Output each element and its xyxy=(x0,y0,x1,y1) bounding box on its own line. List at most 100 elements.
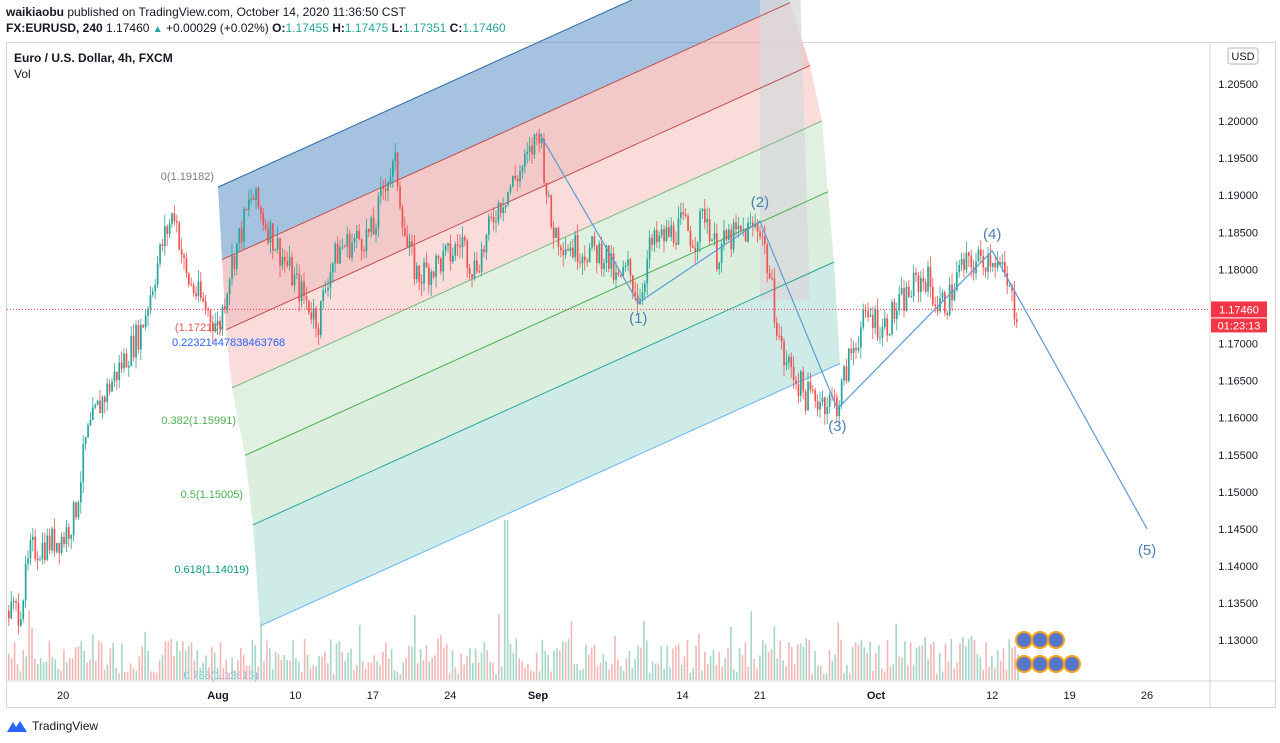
candle-body xyxy=(634,291,637,296)
currency-button[interactable] xyxy=(1227,47,1259,65)
candle-body xyxy=(178,222,181,250)
candle-body xyxy=(898,294,901,311)
volume-bar xyxy=(1011,648,1013,680)
candle-body xyxy=(183,255,185,259)
candle-body xyxy=(483,249,485,253)
volume-bar xyxy=(846,665,848,680)
candle-body xyxy=(476,260,478,272)
candle-body xyxy=(296,273,298,275)
candle-body xyxy=(759,231,761,237)
volume-bar xyxy=(208,667,210,680)
candle-body xyxy=(653,230,656,245)
candle-body xyxy=(862,310,865,328)
volume-bar xyxy=(680,664,683,680)
volume-bar xyxy=(324,651,326,680)
candle-body xyxy=(792,366,795,380)
candle-body xyxy=(130,335,133,366)
volume-bar xyxy=(962,636,964,680)
volume-bar xyxy=(541,639,544,680)
candle-body xyxy=(480,249,483,272)
volume-bar xyxy=(245,665,248,680)
candle-body xyxy=(185,258,188,274)
candle-body xyxy=(896,310,898,320)
candle-body xyxy=(797,383,800,396)
volume-bar xyxy=(666,645,668,680)
candle-body xyxy=(531,145,533,155)
candle-body xyxy=(413,245,416,280)
candle-body xyxy=(804,391,807,411)
volume-bar xyxy=(100,642,103,680)
volume-bar xyxy=(750,611,752,680)
volume-bar xyxy=(770,649,773,680)
volume-bar xyxy=(596,666,599,680)
time-tick-label: Sep xyxy=(528,690,548,702)
author-name[interactable]: waikiaobu xyxy=(6,5,65,19)
candle-body xyxy=(279,238,281,266)
volume-bar xyxy=(283,655,286,680)
candle-body xyxy=(608,245,610,269)
fib-zone-4 xyxy=(245,191,834,525)
candle-body xyxy=(65,527,68,545)
volume-bar xyxy=(622,671,625,680)
candle-body xyxy=(780,336,783,342)
candle-body xyxy=(161,244,164,247)
candle-body xyxy=(291,257,293,286)
volume-bar xyxy=(930,644,932,680)
candle-body xyxy=(917,275,920,293)
candle-body xyxy=(744,229,747,242)
volume-bar xyxy=(651,661,654,680)
candle-body xyxy=(569,247,572,251)
volume-bar xyxy=(138,656,141,680)
candle-body xyxy=(106,383,109,403)
candle-body xyxy=(461,237,464,248)
volume-bar xyxy=(785,665,787,680)
volume-bar xyxy=(695,645,697,680)
candle-body xyxy=(816,401,819,410)
candle-body xyxy=(785,362,788,366)
symbol-label: FX:EURUSD, 240 xyxy=(6,21,103,35)
volume-bar xyxy=(422,660,425,680)
volume-bar xyxy=(999,660,1002,680)
candle-body xyxy=(641,292,644,299)
candle-body xyxy=(557,228,560,247)
volume-bar xyxy=(959,643,961,680)
candle-body xyxy=(188,273,190,285)
volume-bar xyxy=(95,661,97,680)
candle-body xyxy=(466,240,469,268)
candle-body xyxy=(452,255,454,262)
volume-bar xyxy=(57,669,59,680)
candle-body xyxy=(262,213,265,225)
candle-body xyxy=(857,347,860,351)
candle-body xyxy=(317,328,320,336)
time-tick-label: 19 xyxy=(1063,690,1075,702)
candle-body xyxy=(164,226,166,247)
candle-body xyxy=(900,288,903,295)
volume-bar xyxy=(213,652,216,680)
candle-body xyxy=(502,207,505,214)
candle-body xyxy=(588,247,591,262)
published-text: published on TradingView.com, October 14… xyxy=(67,5,406,19)
candle-body xyxy=(200,281,202,298)
candle-body xyxy=(855,347,857,351)
candle-body xyxy=(336,243,339,264)
candle-body xyxy=(440,258,442,272)
volume-bar xyxy=(251,639,254,680)
volume-bar xyxy=(567,638,570,680)
candle-body xyxy=(212,322,214,332)
candle-body xyxy=(632,275,634,292)
candle-body xyxy=(368,228,370,233)
candle-body xyxy=(946,312,949,316)
volume-bar xyxy=(796,644,799,680)
candle-body xyxy=(579,262,581,264)
volume-bar xyxy=(973,639,976,680)
volume-bars xyxy=(8,520,1019,680)
volume-bar xyxy=(907,665,909,680)
candle-body xyxy=(80,482,82,503)
candle-body xyxy=(980,249,982,257)
candle-body xyxy=(1016,319,1018,323)
volume-bar xyxy=(561,641,564,680)
candle-body xyxy=(44,542,46,560)
brand-label[interactable]: TradingView xyxy=(32,719,99,733)
volume-bar xyxy=(115,667,117,680)
